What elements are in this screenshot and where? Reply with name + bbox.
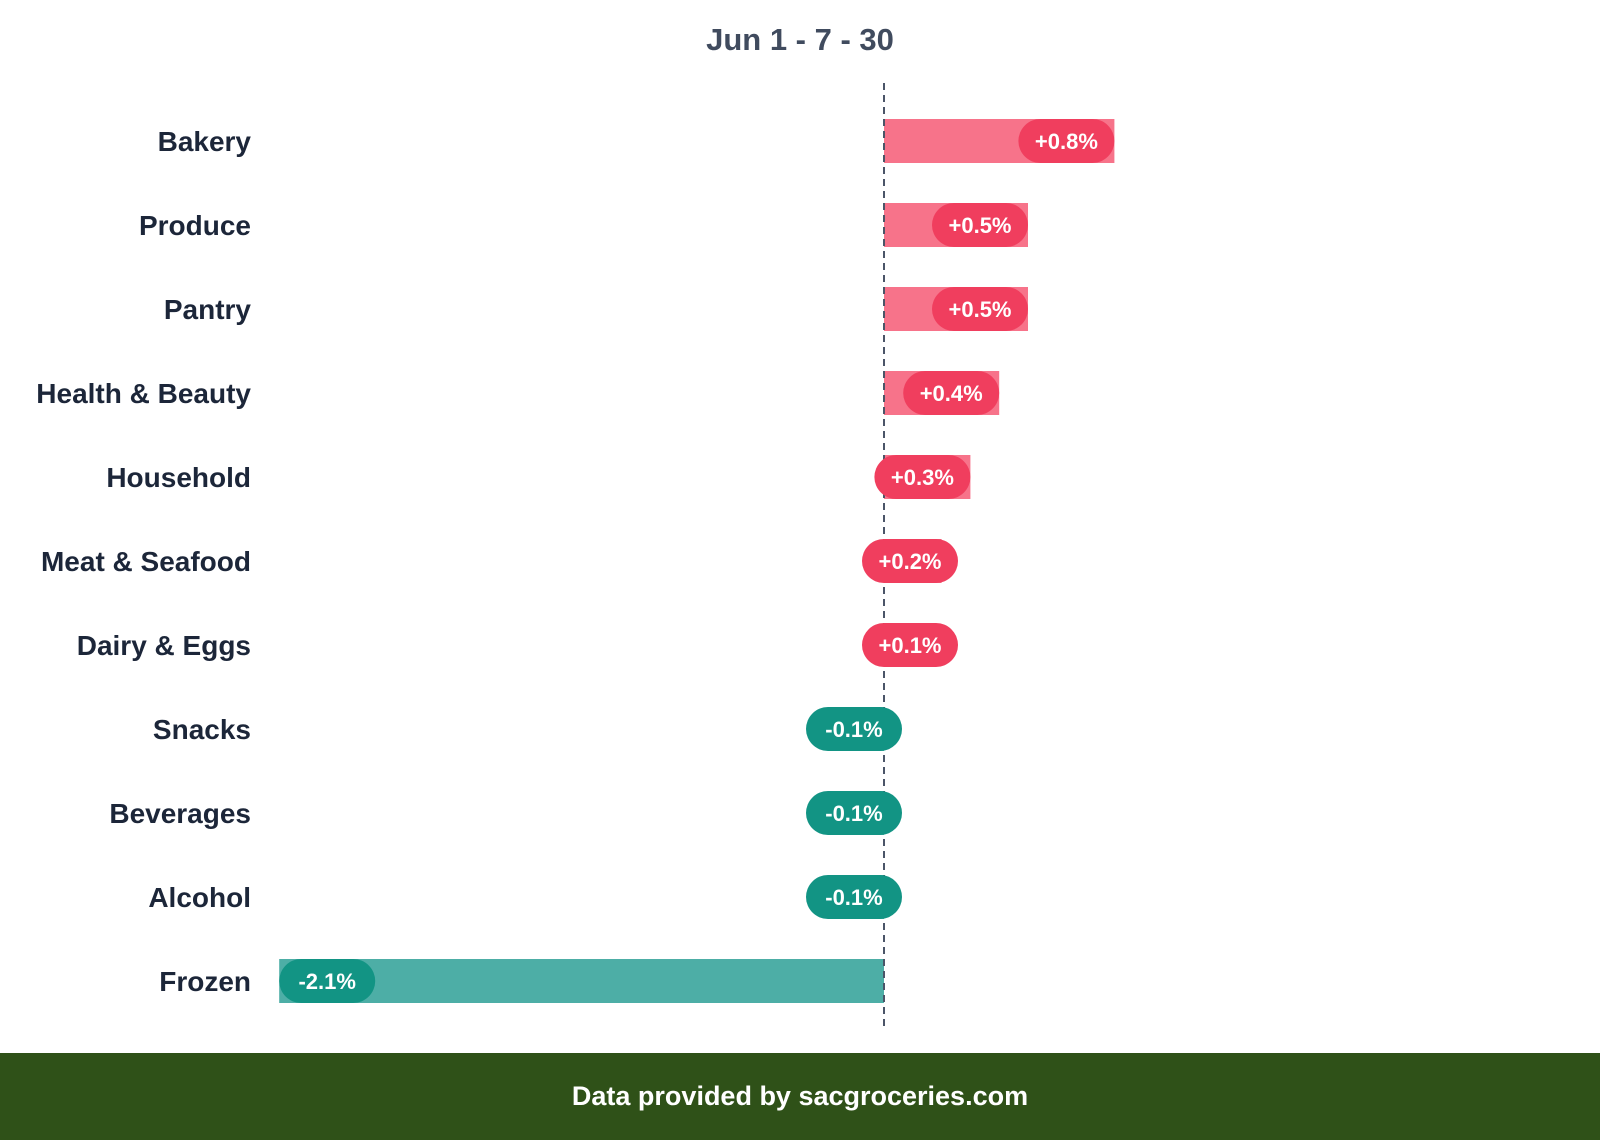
value-label: +0.4% (920, 381, 983, 406)
value-label-pill (874, 455, 971, 499)
chart-title: Jun 1 - 7 - 30 (706, 22, 894, 57)
value-label-pill (806, 875, 902, 919)
category-label: Health & Beauty (36, 378, 251, 409)
value-label: -0.1% (825, 801, 882, 826)
value-label: +0.5% (949, 297, 1012, 322)
value-label-pill (1018, 119, 1115, 163)
category-label: Household (106, 462, 251, 493)
footer-text: Data provided by sacgroceries.com (571, 1081, 1029, 1111)
value-label: +0.8% (1035, 129, 1098, 154)
value-label-pill (862, 623, 958, 667)
category-label: Frozen (159, 966, 251, 997)
value-label: +0.5% (949, 213, 1012, 238)
category-label: Bakery (158, 126, 252, 157)
category-label: Beverages (109, 798, 251, 829)
value-label: -2.1% (298, 969, 355, 994)
category-label: Produce (139, 210, 251, 241)
category-label: Alcohol (148, 882, 251, 913)
value-label-pill (279, 959, 376, 1003)
value-label-pill (932, 203, 1028, 247)
value-label: +0.2% (879, 549, 942, 574)
value-label-pill (932, 287, 1028, 331)
category-label: Meat & Seafood (41, 546, 251, 577)
category-label: Pantry (164, 294, 252, 325)
value-label: -0.1% (825, 885, 882, 910)
bar (279, 959, 884, 1003)
value-label-pill (862, 539, 958, 583)
bar-chart: Bakery +0.8% Produce +0.5% Pantry +0.5% Health… (36, 83, 1115, 1031)
category-label: Snacks (153, 714, 251, 745)
value-label: -0.1% (825, 717, 882, 742)
value-label: +0.3% (891, 465, 954, 490)
value-label-pill (903, 371, 1000, 415)
value-label-pill (806, 707, 902, 751)
value-label-pill (806, 791, 902, 835)
value-label: +0.1% (879, 633, 942, 658)
footer-banner: Data provided by sacgroceries.com (0, 1053, 1600, 1140)
category-label: Dairy & Eggs (77, 630, 251, 661)
